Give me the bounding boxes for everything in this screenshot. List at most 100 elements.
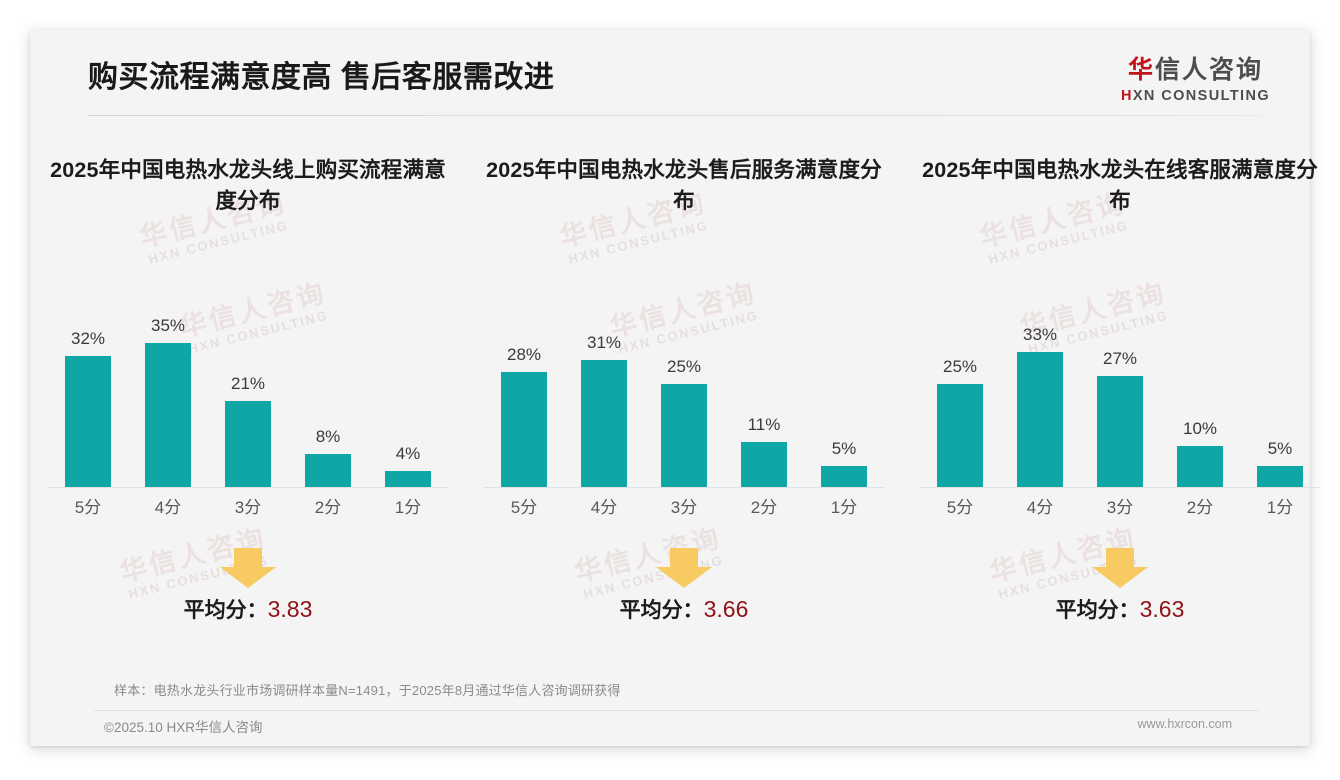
bar-value-label: 11%: [747, 415, 781, 434]
bar-rect: [145, 343, 191, 487]
footer-divider: [94, 710, 1259, 711]
bar-value-label: 32%: [70, 329, 106, 348]
logo-chinese-accent: 华: [1127, 56, 1155, 84]
bar-chart-plot: 28% 31% 25% 11% 5% 5分 4分 3分 2分 1分: [484, 290, 884, 520]
bar-item: 27%: [1080, 297, 1160, 487]
x-axis-line: [48, 487, 448, 488]
slide-footer: ©2025.10 HXR华信人咨询 www.hxrcon.com: [30, 712, 1310, 740]
bar-item: 25%: [920, 297, 1000, 487]
bar-value-label: 33%: [1022, 325, 1058, 344]
bar-value-label: 25%: [666, 357, 702, 376]
chart-title: 2025年中国电热水龙头线上购买流程满意度分布: [50, 158, 446, 214]
bar-rect: [1097, 376, 1143, 487]
page-title: 购买流程满意度高 售后客服需改进: [88, 61, 555, 94]
bar-item: 21%: [208, 297, 288, 487]
bar-rect: [1017, 352, 1063, 487]
bar-value-label: 5%: [831, 439, 857, 458]
bar-value-label: 5%: [1267, 439, 1293, 458]
slide-header: 购买流程满意度高 售后客服需改进 华信人咨询 HXN CONSULTING: [30, 30, 1310, 115]
bar-rect: [385, 471, 431, 487]
bar-rect: [501, 372, 547, 487]
bar-item: 25%: [644, 297, 724, 487]
category-label: 5分: [510, 497, 538, 517]
bar-item: 28%: [484, 297, 564, 487]
chart-panel-1: 2025年中国电热水龙头线上购买流程满意度分布 32% 35% 21% 8% 4% 5分…: [30, 130, 466, 670]
average-score-value: 3.66: [703, 596, 749, 622]
bar-value-label: 28%: [506, 345, 542, 364]
category-label: 4分: [154, 497, 182, 517]
logo-english-accent: H: [1120, 88, 1133, 104]
chart-panel-3: 2025年中国电热水龙头在线客服满意度分布 25% 33% 27% 10% 5% 5分 4…: [902, 130, 1338, 670]
bar-value-label: 10%: [1182, 419, 1218, 438]
average-score-value: 3.83: [267, 596, 313, 622]
bar-rect: [937, 384, 983, 487]
bar-item: 35%: [128, 297, 208, 487]
bar-item: 11%: [724, 297, 804, 487]
chart-title: 2025年中国电热水龙头在线客服满意度分布: [922, 158, 1318, 214]
chart-panel-2: 2025年中国电热水龙头售后服务满意度分布 28% 31% 25% 11% 5% 5分 4…: [466, 130, 902, 670]
category-label: 2分: [314, 497, 342, 517]
bar-value-label: 4%: [395, 444, 421, 463]
bar-rect: [1257, 466, 1303, 487]
category-label: 1分: [1266, 497, 1294, 517]
category-label: 3分: [670, 497, 698, 517]
category-axis-labels: 5分 4分 3分 2分 1分: [920, 490, 1320, 520]
bar-item: 31%: [564, 297, 644, 487]
category-label: 1分: [394, 497, 422, 517]
bar-rect: [225, 401, 271, 487]
bar-value-label: 21%: [230, 374, 266, 393]
average-score-label: 平均分：: [183, 599, 268, 622]
category-axis-labels: 5分 4分 3分 2分 1分: [484, 490, 884, 520]
category-axis-labels: 5分 4分 3分 2分 1分: [48, 490, 448, 520]
average-score-block: 平均分：3.63: [920, 548, 1320, 624]
bar-item: 4%: [368, 297, 448, 487]
chart-title: 2025年中国电热水龙头售后服务满意度分布: [486, 158, 882, 214]
category-label: 4分: [590, 497, 618, 517]
charts-row: 2025年中国电热水龙头线上购买流程满意度分布 32% 35% 21% 8% 4% 5分…: [30, 130, 1320, 670]
bar-rect: [661, 384, 707, 487]
bar-chart-plot: 25% 33% 27% 10% 5% 5分 4分 3分 2分 1分: [920, 290, 1320, 520]
average-score-text: 平均分：3.83: [48, 594, 448, 624]
category-label: 3分: [234, 497, 262, 517]
bar-item: 32%: [48, 297, 128, 487]
logo-english-rest: XN CONSULTING: [1132, 88, 1270, 104]
bar-group: 32% 35% 21% 8% 4%: [48, 297, 448, 487]
down-arrow-icon: [1092, 548, 1148, 588]
bar-item: 10%: [1160, 297, 1240, 487]
bar-group: 28% 31% 25% 11% 5%: [484, 297, 884, 487]
bar-item: 5%: [1240, 297, 1320, 487]
bar-value-label: 8%: [315, 427, 341, 446]
average-score-value: 3.63: [1139, 596, 1185, 622]
bar-rect: [305, 454, 351, 487]
bar-value-label: 35%: [150, 316, 186, 335]
x-axis-line: [484, 487, 884, 488]
bar-rect: [65, 356, 111, 487]
bar-value-label: 25%: [942, 357, 978, 376]
bar-value-label: 27%: [1102, 349, 1138, 368]
sample-footnote: 样本：电热水龙头行业市场调研样本量N=1491，于2025年8月通过华信人咨询调…: [114, 683, 621, 698]
header-divider: [88, 115, 1266, 116]
bar-item: 5%: [804, 297, 884, 487]
bar-group: 25% 33% 27% 10% 5%: [920, 297, 1320, 487]
bar-value-label: 31%: [586, 333, 622, 352]
category-label: 4分: [1026, 497, 1054, 517]
company-logo: 华信人咨询 HXN CONSULTING: [1121, 58, 1270, 104]
down-arrow-icon: [220, 548, 276, 588]
average-score-block: 平均分：3.66: [484, 548, 884, 624]
slide-canvas: 购买流程满意度高 售后客服需改进 华信人咨询 HXN CONSULTING 华信…: [30, 30, 1320, 746]
bar-rect: [821, 466, 867, 487]
logo-english: HXN CONSULTING: [1121, 89, 1270, 104]
bar-rect: [741, 442, 787, 487]
average-score-label: 平均分：: [1055, 599, 1140, 622]
copyright-text: ©2025.10 HXR华信人咨询: [104, 720, 263, 735]
down-arrow-icon: [656, 548, 712, 588]
x-axis-line: [920, 487, 1320, 488]
average-score-label: 平均分：: [619, 599, 704, 622]
bar-rect: [1177, 446, 1223, 487]
bar-item: 8%: [288, 297, 368, 487]
bar-rect: [581, 360, 627, 487]
category-label: 1分: [830, 497, 858, 517]
logo-chinese: 华信人咨询: [1121, 58, 1270, 83]
logo-chinese-rest: 信人咨询: [1154, 56, 1263, 84]
bar-chart-plot: 32% 35% 21% 8% 4% 5分 4分 3分 2分 1分: [48, 290, 448, 520]
